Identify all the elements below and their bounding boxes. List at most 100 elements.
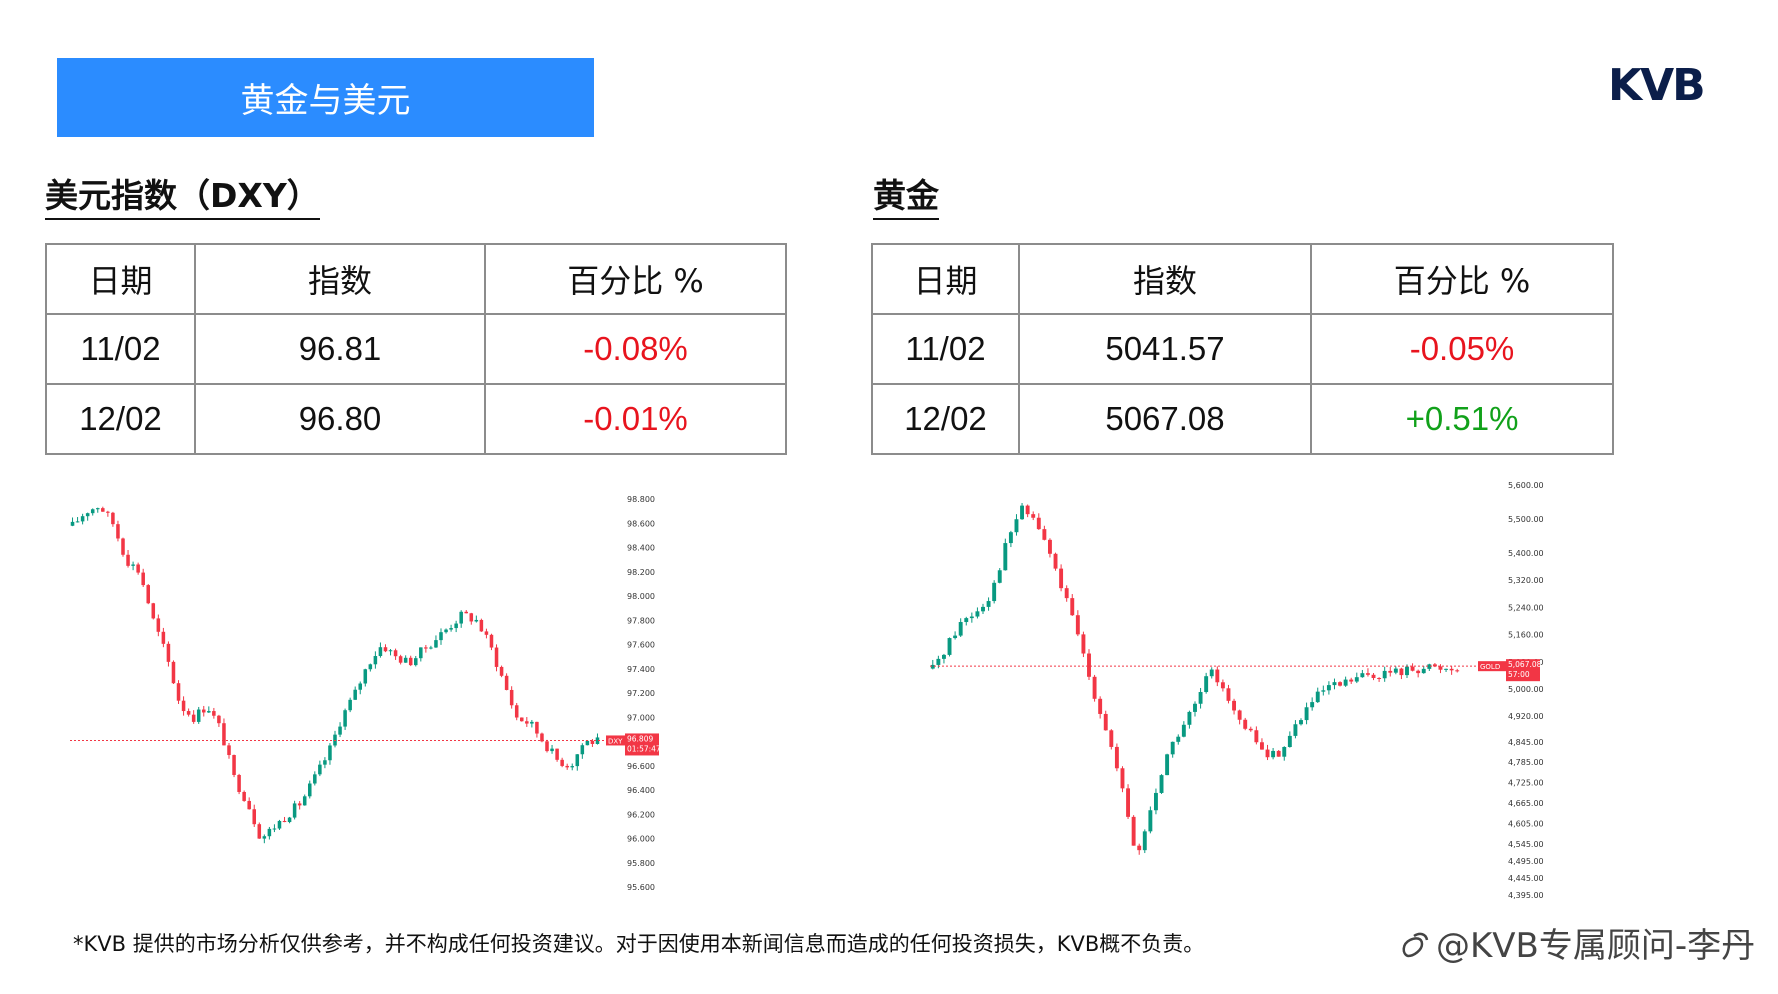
y-tick-label: 96.600 <box>627 762 655 771</box>
candle <box>302 794 307 806</box>
y-tick-label: 97.800 <box>627 616 655 625</box>
candle <box>1187 710 1192 729</box>
candle <box>469 612 474 625</box>
candle <box>565 763 569 770</box>
candle <box>1031 511 1036 521</box>
row-date: 11/02 <box>871 313 1020 385</box>
y-tick-label: 4,920.00 <box>1508 712 1544 721</box>
y-tick-label: 4,845.00 <box>1508 738 1544 747</box>
y-tick-label: 97.200 <box>627 689 655 698</box>
candle <box>1393 666 1398 675</box>
candle <box>408 655 413 667</box>
candle <box>70 517 75 527</box>
candle <box>1349 677 1354 684</box>
candle <box>1360 669 1365 678</box>
header-index: 指数 <box>194 243 486 315</box>
candle <box>166 641 171 667</box>
y-tick-label: 5,600.00 <box>1508 481 1544 490</box>
candle <box>1020 503 1025 520</box>
candle <box>1399 667 1404 680</box>
candle <box>1081 631 1086 658</box>
candle <box>1059 564 1064 592</box>
y-tick-label: 5,500.00 <box>1508 515 1544 524</box>
candle <box>292 800 297 820</box>
candle <box>555 748 559 762</box>
candle <box>499 665 504 678</box>
candle <box>953 631 958 640</box>
candle <box>1455 668 1460 673</box>
header-date: 日期 <box>45 243 196 315</box>
y-tick-label: 95.800 <box>627 859 655 868</box>
candle <box>424 644 428 653</box>
candle <box>1204 672 1209 694</box>
y-tick-label: 98.600 <box>627 519 655 528</box>
watermark-text: @KVB专属顾问-李丹 <box>1436 926 1756 966</box>
candle <box>338 722 342 738</box>
candle <box>75 517 80 523</box>
candle <box>1326 681 1331 695</box>
candle <box>1438 664 1443 674</box>
candle <box>489 633 494 651</box>
candle <box>494 644 499 672</box>
candle <box>1421 665 1426 674</box>
weibo-icon <box>1402 932 1429 957</box>
dxy-table: 日期 指数 百分比 % 11/02 96.81 -0.08% 12/02 96.… <box>45 243 787 455</box>
candle <box>328 743 332 765</box>
candle <box>981 603 985 614</box>
y-tick-label: 4,445.00 <box>1508 874 1544 883</box>
candle <box>1315 687 1320 703</box>
table-header-row: 日期 指数 百分比 % <box>871 243 1614 315</box>
table-row: 11/02 5041.57 -0.05% <box>871 313 1614 385</box>
row-percent: +0.51% <box>1310 383 1614 455</box>
candle <box>535 721 539 738</box>
y-tick-label: 97.000 <box>627 713 655 722</box>
row-value: 96.80 <box>194 383 486 455</box>
candle <box>1410 663 1415 672</box>
candle <box>313 771 317 786</box>
candle <box>227 743 231 759</box>
candle <box>237 773 241 795</box>
candle <box>358 681 363 695</box>
candle <box>550 744 554 754</box>
candle <box>992 580 997 604</box>
dxy-candlestick-chart: 98.800 98.600 98.400 98.200 98.000 97.800 97.6… <box>70 495 661 892</box>
candle <box>1176 734 1181 745</box>
candle <box>262 834 267 844</box>
candle <box>186 708 191 717</box>
candle <box>101 506 105 512</box>
candle <box>454 620 458 633</box>
candle <box>323 757 327 769</box>
candle <box>1365 668 1370 677</box>
candle <box>514 702 519 721</box>
y-tick-label: 98.800 <box>627 495 655 504</box>
candle <box>1036 513 1041 530</box>
candle <box>121 537 125 557</box>
candle <box>1159 774 1164 794</box>
candle <box>519 717 524 722</box>
row-percent: -0.01% <box>484 383 787 455</box>
candle <box>176 680 181 704</box>
candle <box>545 739 549 753</box>
candle <box>1444 668 1449 672</box>
section-banner: 黄金与美元 <box>57 58 594 137</box>
candle <box>590 739 595 747</box>
candle <box>1271 747 1276 760</box>
candle <box>1165 753 1170 776</box>
candle <box>1098 696 1103 719</box>
candle <box>247 797 251 810</box>
y-tick-label: 4,725.00 <box>1508 779 1544 788</box>
candle <box>1042 525 1047 541</box>
candle <box>1287 731 1292 748</box>
candle <box>242 790 246 802</box>
candle <box>307 780 312 799</box>
candle <box>930 659 935 670</box>
header-percent: 百分比 % <box>484 243 787 315</box>
candle <box>975 607 980 619</box>
header-percent: 百分比 % <box>1310 243 1614 315</box>
y-tick-label: 4,545.00 <box>1508 840 1544 849</box>
candle <box>232 754 236 778</box>
candle <box>1126 784 1131 819</box>
candle <box>403 655 408 663</box>
candle <box>1170 741 1175 758</box>
gold-candlestick-chart: 5,600.00 5,500.00 5,400.00 5,320.00 5,240.00… <box>930 481 1544 900</box>
